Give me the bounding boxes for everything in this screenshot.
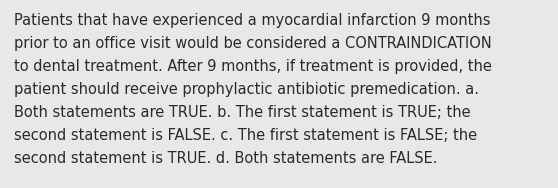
Text: Both statements are TRUE. b. The first statement is TRUE; the: Both statements are TRUE. b. The first s… — [14, 105, 470, 120]
Text: prior to an office visit would be considered a CONTRAINDICATION: prior to an office visit would be consid… — [14, 36, 492, 51]
Text: to dental treatment. After 9 months, if treatment is provided, the: to dental treatment. After 9 months, if … — [14, 59, 492, 74]
Text: second statement is TRUE. d. Both statements are FALSE.: second statement is TRUE. d. Both statem… — [14, 151, 437, 166]
Text: second statement is FALSE. c. The first statement is FALSE; the: second statement is FALSE. c. The first … — [14, 128, 477, 143]
Text: patient should receive prophylactic antibiotic premedication. a.: patient should receive prophylactic anti… — [14, 82, 479, 97]
Text: Patients that have experienced a myocardial infarction 9 months: Patients that have experienced a myocard… — [14, 13, 490, 28]
